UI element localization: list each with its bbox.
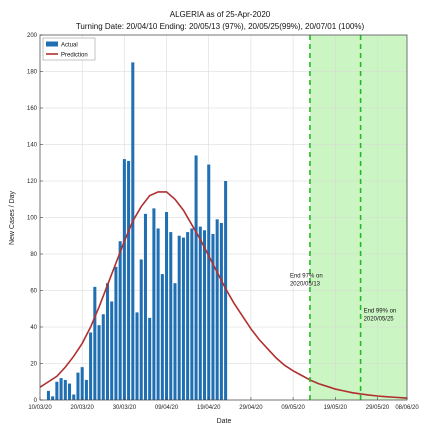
- bar: [105, 283, 110, 400]
- bar: [202, 230, 207, 400]
- x-tick-label: 09/04/20: [155, 405, 179, 411]
- bar: [122, 159, 126, 400]
- bar: [143, 213, 147, 400]
- bar: [156, 228, 160, 400]
- x-tick-label: 08/06/20: [395, 405, 419, 411]
- legend-swatch-actual: [46, 41, 58, 47]
- x-tick-label: 19/05/20: [324, 405, 348, 411]
- bar: [72, 394, 76, 400]
- bar: [177, 235, 181, 400]
- bar: [93, 286, 97, 400]
- x-tick-label: 19/04/20: [197, 405, 221, 411]
- y-tick-label: 40: [30, 325, 37, 331]
- x-tick-label: 30/03/20: [113, 405, 137, 411]
- bar: [148, 317, 152, 400]
- bar: [224, 181, 228, 400]
- bar: [51, 396, 55, 400]
- bar: [63, 379, 67, 400]
- bar: [186, 232, 190, 400]
- bar: [215, 219, 219, 400]
- reference-annotation: 2020/05/13: [290, 282, 321, 288]
- bar: [160, 274, 164, 400]
- bar: [198, 226, 202, 400]
- bar: [97, 325, 101, 400]
- x-axis-label: Date: [217, 418, 232, 425]
- bar: [127, 160, 131, 400]
- bar: [190, 228, 194, 400]
- bar: [135, 312, 139, 400]
- bar: [118, 241, 122, 400]
- prediction-line: [39, 191, 408, 399]
- bar: [55, 381, 59, 400]
- chart-title: ALGERIA as of 25-Apr-2020: [170, 10, 271, 19]
- bar: [173, 283, 177, 400]
- y-tick-label: 100: [27, 216, 38, 222]
- y-tick-label: 80: [30, 252, 37, 258]
- y-tick-label: 0: [34, 398, 38, 404]
- bar: [89, 332, 93, 400]
- bar: [80, 367, 84, 400]
- bar: [219, 222, 223, 400]
- y-axis-label: New Cases / Day: [9, 190, 16, 245]
- x-tick-label: 29/05/20: [366, 405, 390, 411]
- reference-annotation: End 97% on: [290, 274, 323, 280]
- reference-annotation: End 99% on: [364, 308, 397, 314]
- bar: [165, 212, 169, 400]
- x-tick-label: 10/03/20: [28, 405, 52, 411]
- y-tick-label: 200: [27, 33, 38, 39]
- bar: [76, 372, 80, 400]
- bar: [181, 237, 185, 400]
- bar: [110, 301, 114, 400]
- legend-label-prediction: Prediction: [61, 53, 88, 59]
- y-tick-label: 20: [30, 362, 37, 368]
- bar: [152, 208, 156, 400]
- legend-label-actual: Actual: [61, 43, 78, 49]
- x-tick-label: 20/03/20: [71, 405, 95, 411]
- bar: [114, 266, 118, 400]
- chart-subtitle: Turning Date: 20/04/10 Ending: 20/05/13 …: [76, 22, 365, 31]
- plot-area: End 97% on 2020/05/13 End 99% on 2020/05/25…: [27, 33, 419, 411]
- bar: [211, 233, 215, 400]
- bar: [139, 259, 143, 400]
- y-tick-label: 180: [27, 70, 38, 76]
- y-tick-label: 120: [27, 179, 38, 185]
- bar: [101, 314, 105, 400]
- reference-annotation: 2020/05/25: [364, 316, 395, 322]
- bar: [131, 62, 135, 400]
- bar: [207, 164, 211, 400]
- y-tick-label: 160: [27, 106, 38, 112]
- bar: [68, 383, 72, 400]
- bar: [46, 390, 50, 400]
- bar: [59, 378, 63, 400]
- x-tick-label: 29/04/20: [239, 405, 263, 411]
- bar: [169, 232, 173, 400]
- bar: [194, 155, 198, 400]
- bar: [84, 379, 88, 400]
- y-tick-label: 140: [27, 143, 38, 149]
- x-tick-label: 09/05/20: [281, 405, 305, 411]
- y-tick-label: 60: [30, 289, 37, 295]
